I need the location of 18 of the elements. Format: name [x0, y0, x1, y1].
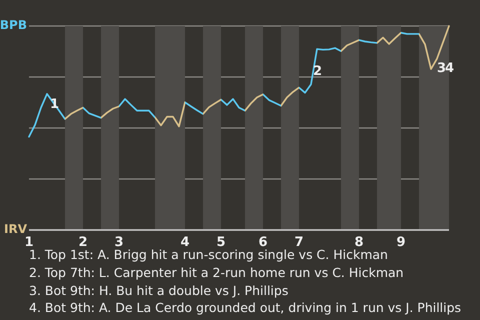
x-tick-label: 5: [216, 235, 226, 250]
annotation: 4: [445, 61, 454, 76]
text: BPB: [0, 18, 27, 32]
text: 4. Bot 9th: A. De La Cerdo grounded out, driving in 1 run vs J. Phillips: [29, 299, 462, 318]
x-tick-label: 7: [294, 235, 304, 250]
text: 2. Top 7th: L. Carpenter hit a 2-run home run vs C. Hickman: [29, 264, 405, 282]
x-tick-label: 1: [24, 235, 34, 250]
x-tick-label: 4: [180, 235, 190, 250]
x-tick-label: 6: [258, 235, 268, 250]
text: 1. Top 1st: A. Brigg hit a run-scoring single vs C. Hickman: [29, 247, 388, 262]
annotation: 3: [437, 61, 446, 76]
x-tick-label: 9: [396, 235, 406, 250]
x-tick-label: 8: [354, 235, 364, 250]
x-tick-label: 3: [114, 235, 124, 250]
x-tick-label: 2: [78, 235, 88, 250]
annotation: 2: [313, 64, 322, 79]
text: 3. Bot 9th: H. Bu hit a double vs J. Phillips: [29, 282, 290, 300]
text: IRV: [4, 222, 27, 236]
